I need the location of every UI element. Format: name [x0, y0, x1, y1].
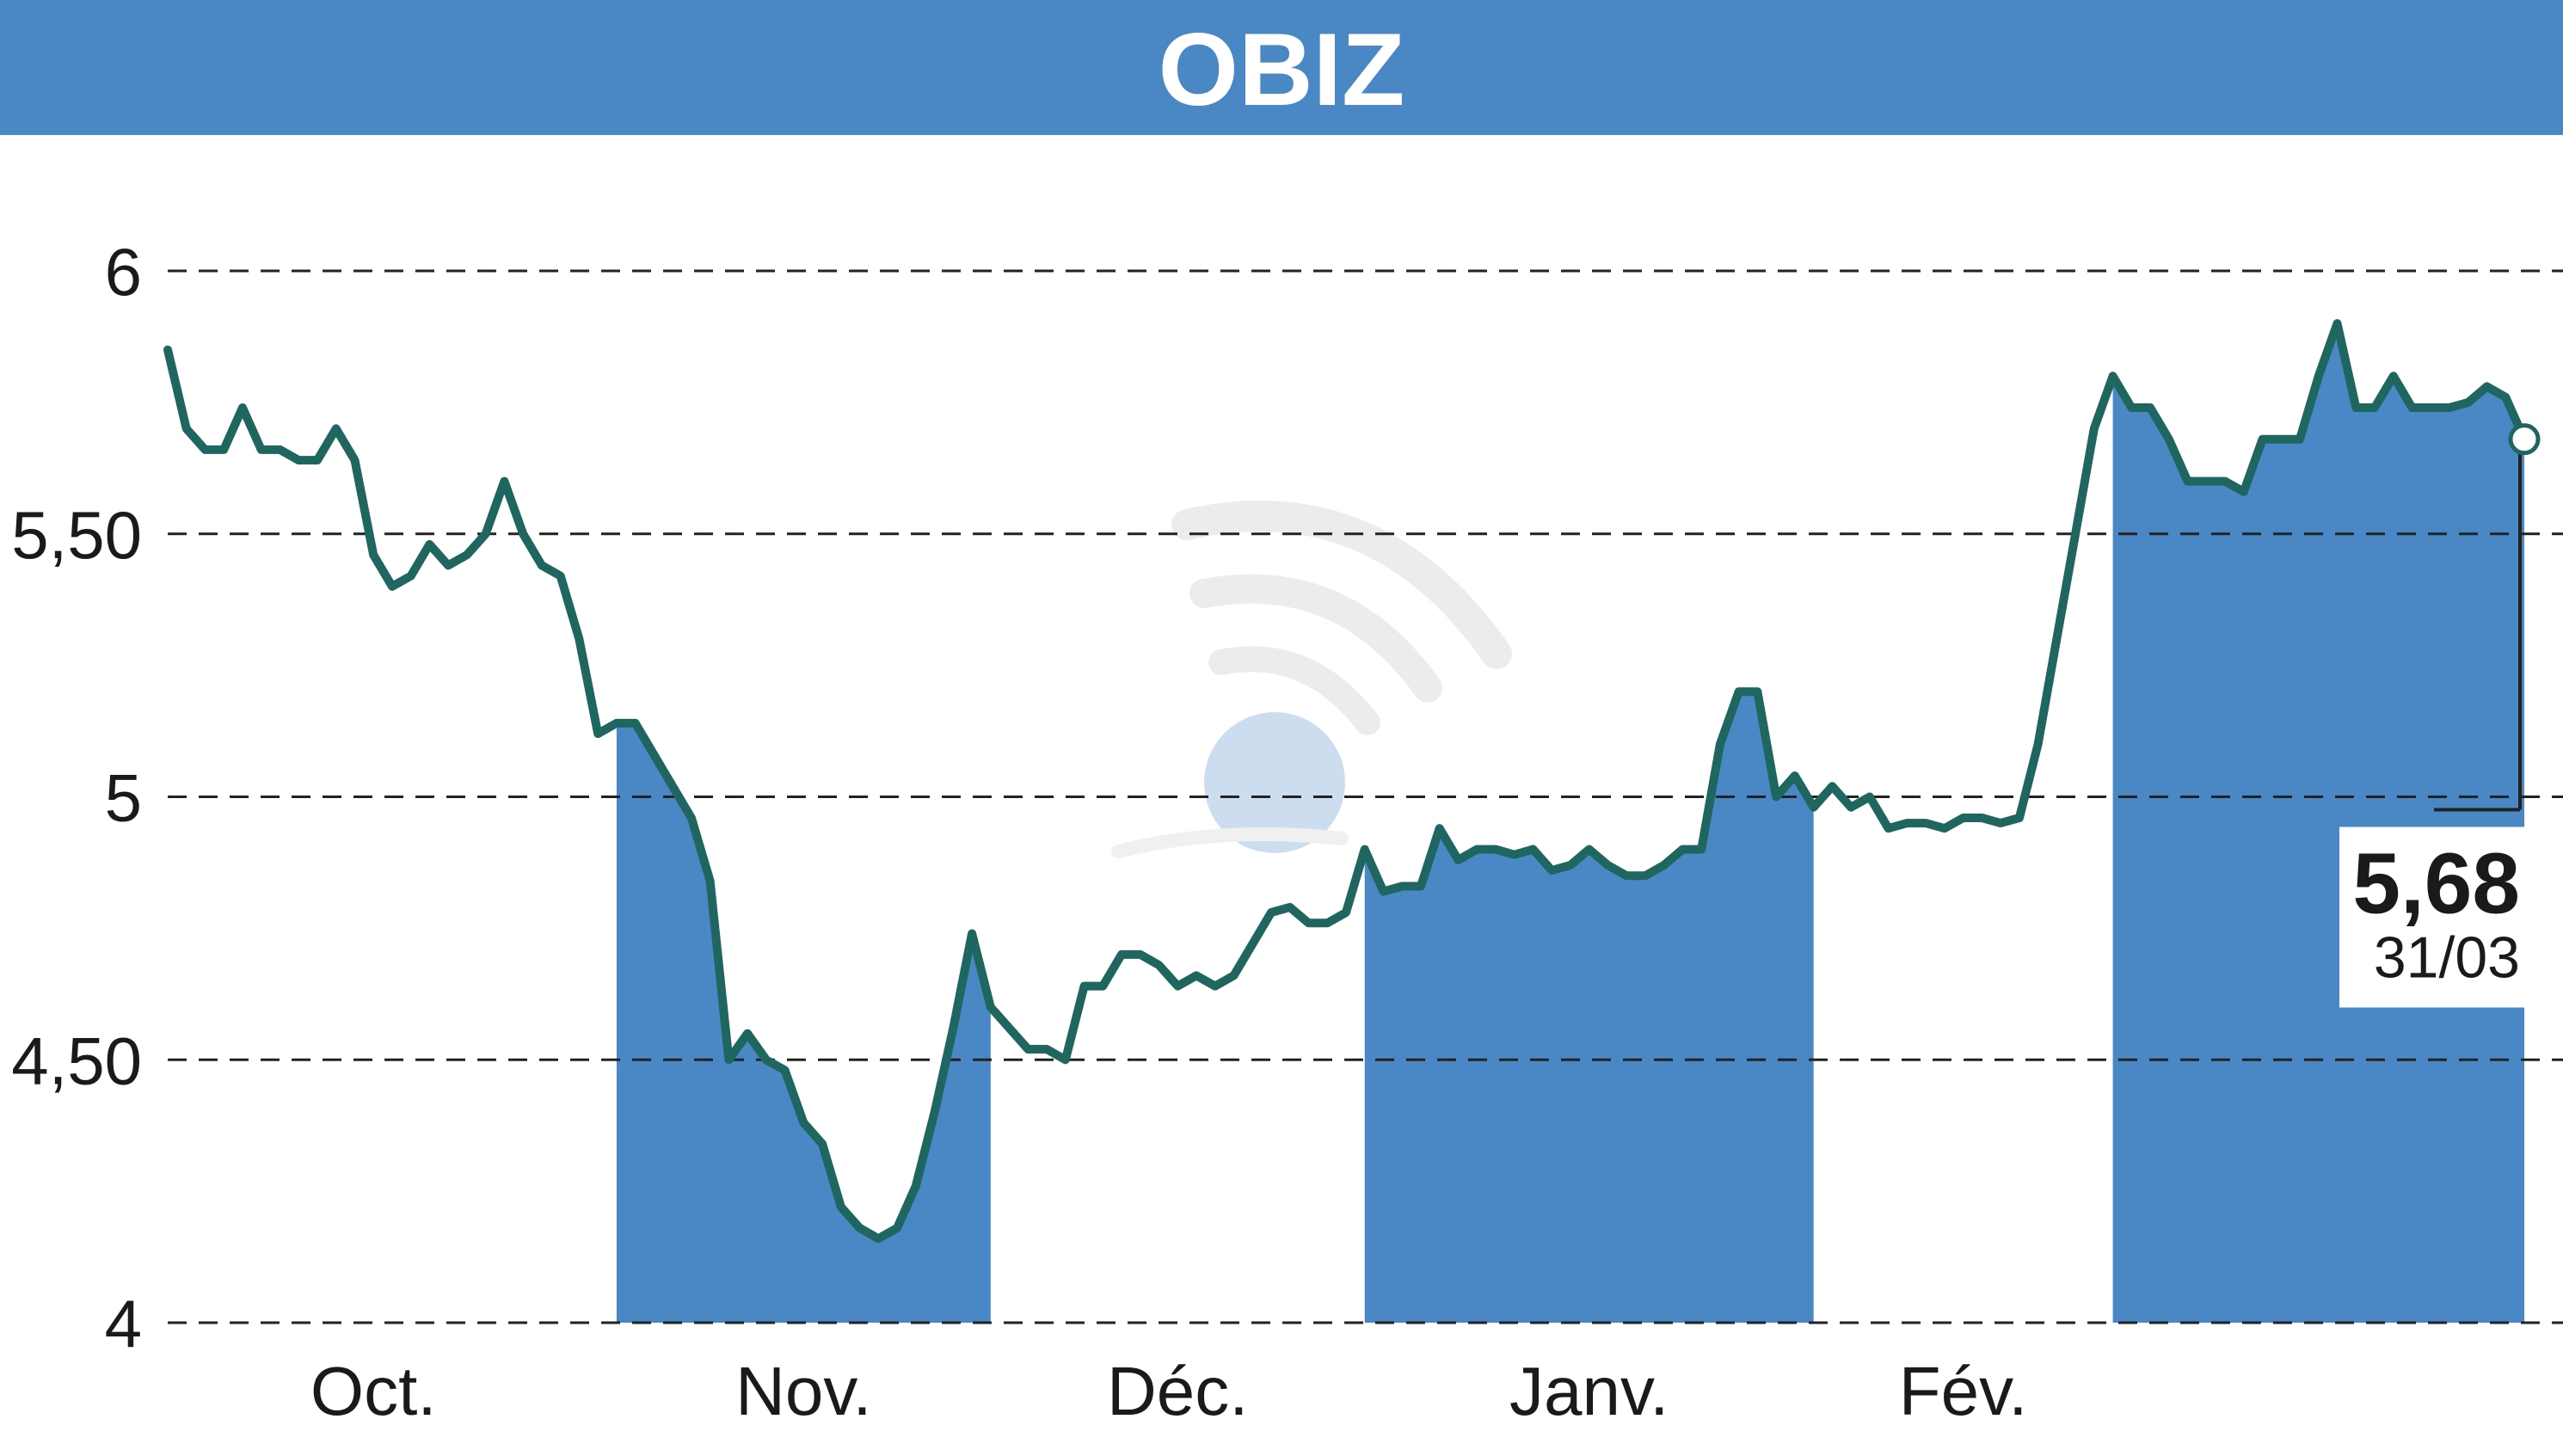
watermark-logo-icon — [1111, 501, 1512, 858]
y-tick-label: 6 — [105, 234, 142, 310]
shaded-month-area — [2112, 323, 2524, 1323]
grid-lines — [168, 269, 2563, 1324]
y-tick-label: 4,50 — [11, 1023, 142, 1098]
title-band — [0, 0, 2563, 135]
shaded-month-area — [616, 722, 991, 1323]
callout-label-box — [2339, 826, 2529, 1008]
x-tick-label: Déc. — [1107, 1353, 1249, 1429]
last-date-label: 31/03 — [2374, 925, 2520, 991]
y-tick-label: 5,50 — [11, 497, 142, 573]
x-tick-label: Nov. — [735, 1353, 872, 1429]
last-value-callout: 5,68 31/03 — [2339, 423, 2541, 1008]
last-value-label: 5,68 — [2352, 836, 2520, 932]
y-axis-tick-labels: 4 4,50 5 5,50 6 — [11, 234, 142, 1361]
x-axis-month-labels: Oct. Nov. Déc. Janv. Fév. — [310, 1353, 2028, 1429]
chart-title: OBIZ — [1159, 12, 1405, 127]
x-tick-label: Fév. — [1899, 1353, 2028, 1429]
series-line — [163, 319, 2529, 1244]
x-tick-label: Oct. — [310, 1353, 437, 1429]
y-tick-label: 4 — [105, 1286, 142, 1361]
x-tick-label: Janv. — [1509, 1353, 1669, 1429]
shaded-month-area — [1364, 691, 1814, 1323]
shaded-month-areas — [616, 323, 2524, 1323]
y-tick-label: 5 — [105, 760, 142, 836]
last-point-marker — [2508, 423, 2541, 456]
